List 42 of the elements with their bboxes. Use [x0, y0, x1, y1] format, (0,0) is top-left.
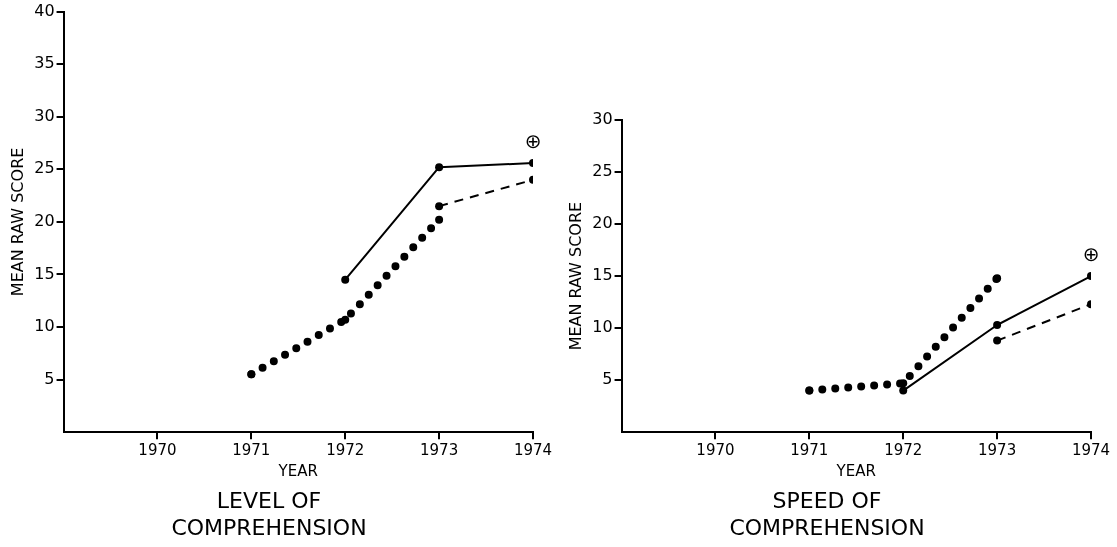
- text: SPEED OF COMPREHENSION: [729, 488, 925, 540]
- x-axis-title: YEAR: [277, 462, 318, 481]
- x-tick-label: 1972: [884, 441, 923, 460]
- point: [805, 386, 814, 395]
- y-tick-label: 20: [34, 211, 55, 231]
- y-axis-title: MEAN RAW SCORE: [7, 147, 27, 297]
- x-axis-title: YEAR: [835, 462, 876, 481]
- point: [341, 315, 350, 324]
- y-tick-label: 10: [34, 316, 55, 336]
- x-tick-label: 1971: [790, 441, 829, 460]
- point: [435, 215, 444, 224]
- y-tick-label: 20: [592, 213, 613, 233]
- x-tick-label: 1972: [326, 441, 365, 460]
- y-tick-label: 15: [34, 263, 55, 283]
- text: LEVEL OF COMPREHENSION: [171, 488, 367, 540]
- y-tick-label: 25: [592, 161, 613, 181]
- point: [341, 275, 350, 284]
- y-tick-label: 5: [602, 369, 613, 389]
- y-tick-label: 5: [44, 368, 55, 388]
- annotation: ⊕: [524, 129, 542, 154]
- point: [993, 321, 1002, 330]
- x-tick-label: 1970: [696, 441, 735, 460]
- y-tick-label: 10: [592, 317, 613, 337]
- x-tick-label: 1974: [1071, 441, 1111, 460]
- x-tick-label: 1973: [420, 441, 459, 460]
- point: [899, 379, 908, 388]
- annotation: ⊕: [1082, 242, 1100, 267]
- y-tick-label: 30: [592, 109, 613, 129]
- y-tick-label: 15: [592, 265, 613, 285]
- y-tick-label: 40: [34, 0, 55, 20]
- x-tick-label: 1973: [978, 441, 1017, 460]
- y-axis-title: MEAN RAW SCORE: [565, 201, 585, 351]
- y-tick-label: 35: [34, 53, 55, 73]
- y-tick-label: 25: [34, 158, 55, 178]
- point: [993, 274, 1002, 283]
- x-tick-label: 1970: [138, 441, 177, 460]
- point: [247, 370, 256, 379]
- x-tick-label: 1971: [232, 441, 271, 460]
- y-tick-label: 30: [34, 105, 55, 125]
- point: [435, 163, 444, 172]
- x-tick-label: 1974: [513, 441, 553, 460]
- point: [899, 386, 908, 395]
